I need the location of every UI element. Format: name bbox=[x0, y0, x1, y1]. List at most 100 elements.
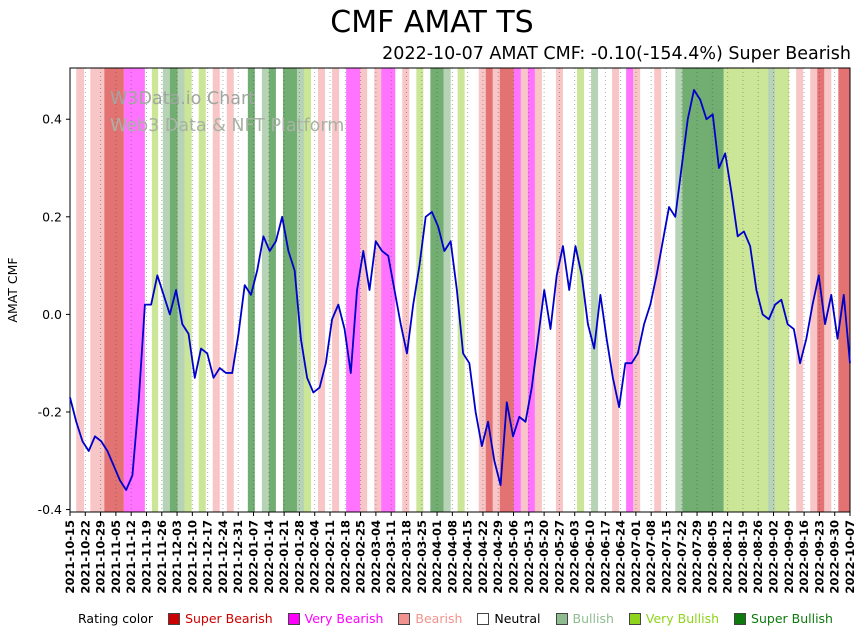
x-tick-label: 2022-02-11 bbox=[323, 520, 337, 594]
rating-band bbox=[457, 68, 465, 512]
x-tick-label: 2022-04-22 bbox=[476, 520, 490, 594]
rating-band bbox=[402, 68, 410, 512]
x-tick-label: 2022-02-04 bbox=[308, 520, 322, 594]
rating-band bbox=[723, 68, 769, 512]
legend-swatch-bullish bbox=[555, 612, 568, 625]
legend-swatch-super_bullish bbox=[734, 612, 747, 625]
plot-border bbox=[69, 67, 851, 513]
x-tick-label: 2022-06-17 bbox=[598, 520, 612, 594]
x-tick-label: 2022-02-25 bbox=[354, 520, 368, 594]
rating-band bbox=[675, 68, 683, 512]
legend-label-bearish: Bearish bbox=[415, 611, 463, 626]
x-tick-label: 2022-03-11 bbox=[384, 520, 398, 594]
x-tick-label: 2022-01-07 bbox=[247, 520, 261, 594]
legend-label-bullish: Bullish bbox=[572, 611, 614, 626]
rating-band bbox=[534, 68, 542, 512]
legend-item-very_bullish: Very Bullish bbox=[628, 611, 720, 626]
legend-item-super_bullish: Super Bullish bbox=[734, 611, 833, 626]
rating-band bbox=[492, 68, 500, 512]
rating-band bbox=[796, 68, 804, 512]
x-tick-label: 2022-01-21 bbox=[277, 520, 291, 594]
rating-band bbox=[268, 68, 276, 512]
rating-band bbox=[318, 68, 326, 512]
x-tick-label: 2021-12-31 bbox=[231, 520, 245, 594]
x-tick-label: 2022-01-28 bbox=[292, 520, 306, 594]
x-tick-label: 2021-12-24 bbox=[216, 520, 230, 594]
rating-band bbox=[198, 68, 206, 512]
legend-label-very_bullish: Very Bullish bbox=[645, 611, 720, 626]
rating-band bbox=[346, 68, 361, 512]
y-axis-label: AMAT CMF bbox=[5, 257, 20, 322]
legend-swatch-bearish bbox=[398, 612, 411, 625]
rating-band bbox=[226, 68, 234, 512]
legend-swatch-very_bullish bbox=[628, 612, 641, 625]
rating-band bbox=[520, 68, 528, 512]
rating-band bbox=[768, 68, 776, 512]
x-tick-label: 2021-12-03 bbox=[170, 520, 184, 594]
rating-band bbox=[654, 68, 662, 512]
x-tick-label: 2022-04-08 bbox=[445, 520, 459, 594]
legend-item-bullish: Bullish bbox=[555, 611, 614, 626]
legend-label-neutral: Neutral bbox=[494, 611, 541, 626]
x-tick-label: 2022-01-14 bbox=[262, 520, 276, 594]
rating-band bbox=[612, 68, 620, 512]
x-tick-label: 2022-05-20 bbox=[537, 520, 551, 594]
x-tick-label: 2022-07-08 bbox=[644, 520, 658, 594]
x-tick-label: 2022-06-03 bbox=[568, 520, 582, 594]
x-tick-label: 2021-11-12 bbox=[124, 520, 138, 594]
x-tick-label: 2022-03-04 bbox=[369, 520, 383, 594]
rating-band bbox=[682, 68, 724, 512]
rating-band bbox=[824, 68, 832, 512]
x-tick-label: 2021-10-15 bbox=[63, 520, 77, 594]
x-tick-label: 2022-05-13 bbox=[522, 520, 536, 594]
x-tick-label: 2022-05-06 bbox=[507, 520, 521, 594]
legend-label-very_bearish: Very Bearish bbox=[304, 611, 384, 626]
legend-swatch-very_bearish bbox=[287, 612, 300, 625]
rating-band bbox=[633, 68, 641, 512]
rating-band bbox=[90, 68, 105, 512]
x-tick-label: 2022-04-01 bbox=[430, 520, 444, 594]
rating-band bbox=[282, 68, 297, 512]
x-tick-label: 2022-03-18 bbox=[399, 520, 413, 594]
chart-subtitle: 2022-10-07 AMAT CMF: -0.10(-154.4%) Supe… bbox=[382, 44, 851, 64]
rating-band bbox=[838, 68, 850, 512]
rating-band bbox=[527, 68, 535, 512]
x-tick-label: 2022-09-09 bbox=[782, 520, 796, 594]
x-tick-label: 2022-09-23 bbox=[812, 520, 826, 594]
rating-band bbox=[304, 68, 312, 512]
rating-band bbox=[184, 68, 192, 512]
x-tick-label: 2022-05-27 bbox=[552, 520, 566, 594]
legend-title: Rating color bbox=[78, 611, 154, 626]
rating-band bbox=[430, 68, 444, 512]
x-tick-label: 2022-10-07 bbox=[843, 520, 857, 594]
x-tick-label: 2022-04-15 bbox=[461, 520, 475, 594]
y-tick-label: -0.2 bbox=[38, 404, 62, 419]
x-tick-label: 2022-09-30 bbox=[828, 520, 842, 594]
rating-band bbox=[499, 68, 514, 512]
x-tick-label: 2021-10-29 bbox=[94, 520, 108, 594]
x-tick-label: 2021-10-22 bbox=[78, 520, 92, 594]
legend-label-super_bearish: Super Bearish bbox=[185, 611, 273, 626]
legend-items: Super Bearish Very Bearish Bearish Neutral B… bbox=[168, 611, 833, 626]
cmf-line bbox=[69, 89, 851, 491]
x-tick-label: 2022-09-16 bbox=[797, 520, 811, 594]
rating-band bbox=[360, 68, 368, 512]
rating-band bbox=[485, 68, 493, 512]
y-tick-label: 0.0 bbox=[42, 307, 62, 322]
x-tick-label: 2022-07-22 bbox=[675, 520, 689, 594]
legend-item-very_bearish: Very Bearish bbox=[287, 611, 384, 626]
rating-band bbox=[332, 68, 340, 512]
rating-band bbox=[261, 68, 269, 512]
legend-item-neutral: Neutral bbox=[477, 611, 541, 626]
chart-title: CMF AMAT TS bbox=[330, 5, 534, 40]
x-tick-label: 2022-08-12 bbox=[721, 520, 735, 594]
rating-band bbox=[810, 68, 818, 512]
x-tick-label: 2022-07-15 bbox=[659, 520, 673, 594]
y-tick-label: 0.2 bbox=[42, 209, 62, 224]
x-tick-label: 2022-04-29 bbox=[491, 520, 505, 594]
rating-band bbox=[513, 68, 521, 512]
x-tick-label: 2022-07-01 bbox=[629, 520, 643, 594]
x-tick-label: 2022-09-02 bbox=[767, 520, 781, 594]
x-tick-label: 2021-11-26 bbox=[155, 520, 169, 594]
